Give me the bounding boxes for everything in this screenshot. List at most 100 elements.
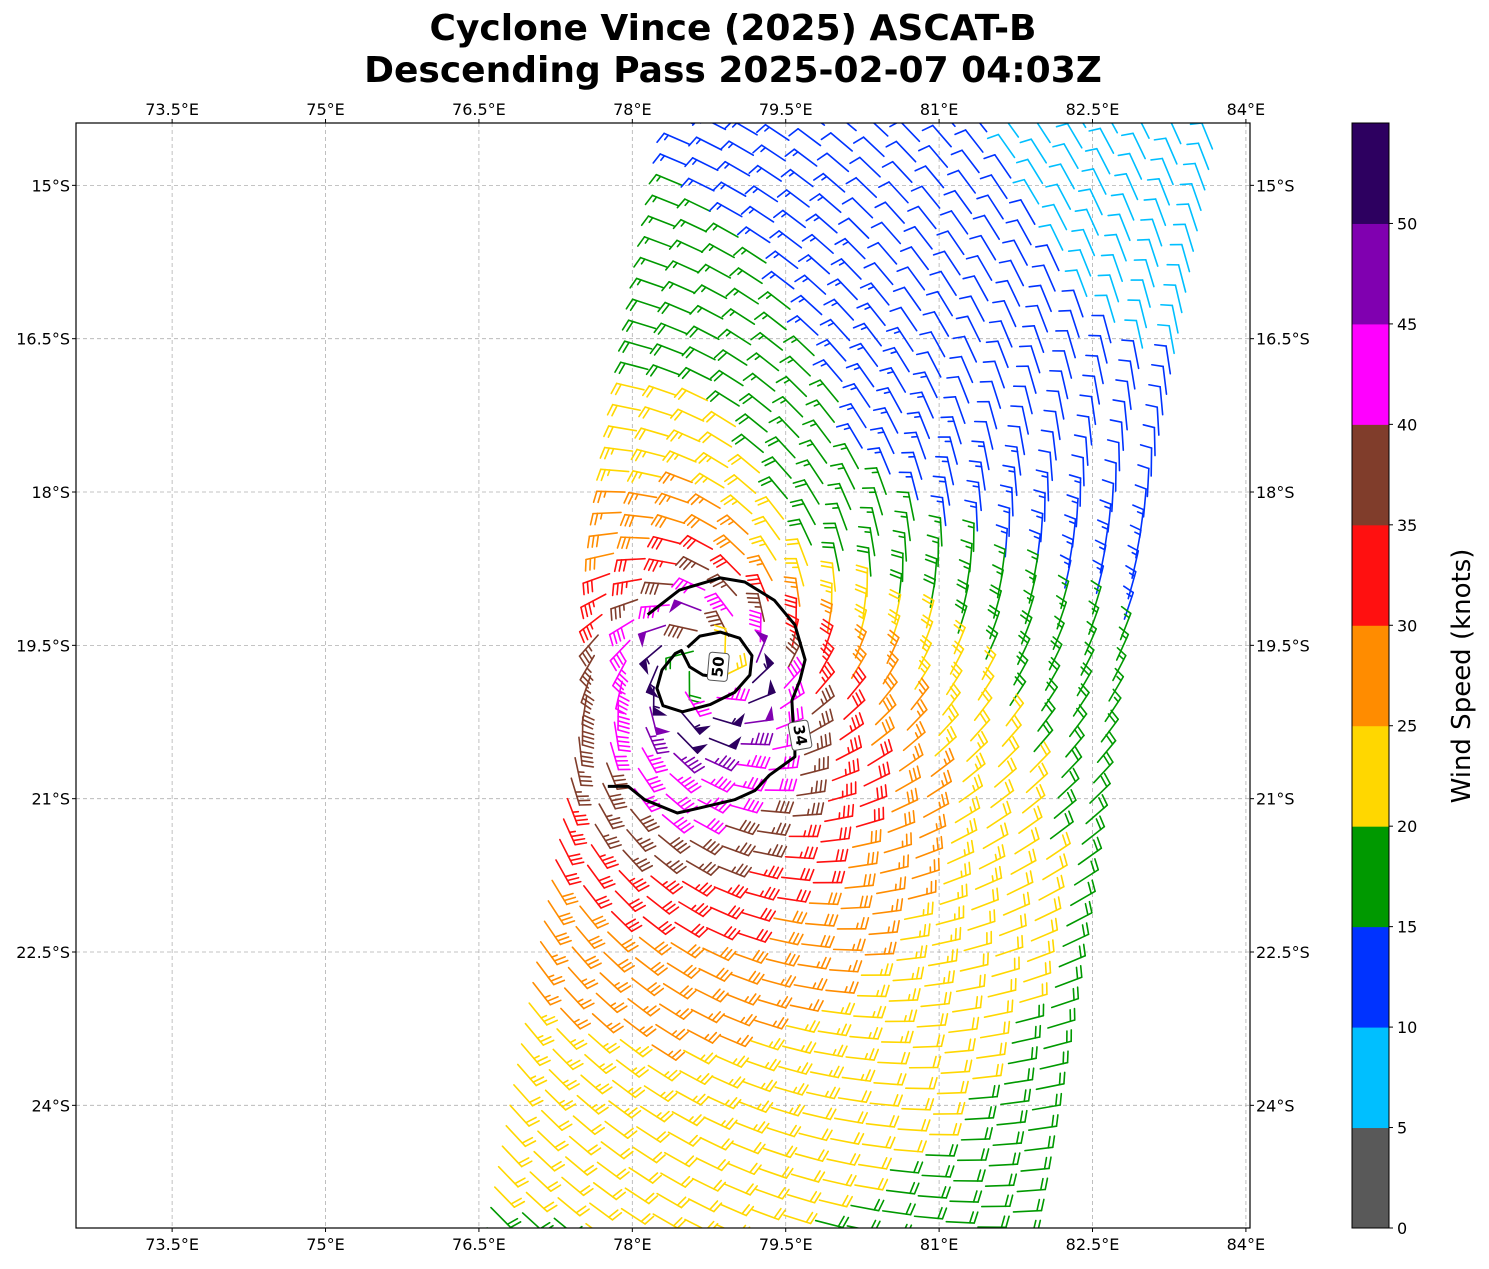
barb-full <box>742 1227 749 1236</box>
barb-full <box>1028 893 1030 904</box>
barb-full <box>1064 854 1067 865</box>
wind-barb <box>834 939 865 950</box>
barb-half <box>757 168 761 172</box>
barb-shaft <box>582 1244 605 1261</box>
wind-barb <box>853 830 881 847</box>
barb-full <box>960 296 971 298</box>
barb-full <box>925 575 935 580</box>
barb-full <box>601 904 612 908</box>
barb-half <box>760 891 763 896</box>
wind-barb <box>706 223 738 237</box>
wind-barb <box>1101 710 1118 741</box>
barb-full <box>650 583 654 594</box>
wind-barb <box>526 1192 556 1211</box>
barb-full <box>823 547 834 548</box>
barb-full <box>1047 391 1058 392</box>
barb-half <box>751 739 753 744</box>
barb-half <box>840 262 845 265</box>
wind-barb <box>817 340 846 361</box>
barb-full <box>951 727 956 737</box>
barb-full <box>940 816 942 827</box>
barb-full <box>613 657 619 667</box>
wind-barb <box>660 1004 692 1019</box>
wind-barb <box>988 135 1015 158</box>
wind-barb <box>846 1049 878 1060</box>
barb-full <box>826 688 831 698</box>
barb-full <box>906 1053 910 1064</box>
wind-barb <box>665 92 698 104</box>
barb-shaft <box>944 251 959 274</box>
barb-full <box>868 243 878 248</box>
barb-shaft <box>812 1241 839 1248</box>
barb-half <box>1034 537 1039 539</box>
barb-full <box>801 869 805 880</box>
barb-shaft <box>1133 133 1145 158</box>
barb-half <box>552 955 557 957</box>
wind-barb <box>522 1044 551 1065</box>
barb-full <box>646 583 650 594</box>
barb-full <box>1034 490 1045 493</box>
wind-barb <box>542 1111 572 1130</box>
barb-half <box>855 367 860 369</box>
wind-barb <box>841 896 871 908</box>
wind-barb <box>978 1216 1009 1227</box>
barb-shaft <box>856 178 876 197</box>
wind-barb <box>915 1208 947 1219</box>
wind-barb <box>875 1245 907 1256</box>
wind-barb <box>901 924 930 940</box>
barb-full <box>907 1225 912 1235</box>
wind-barb <box>975 689 992 720</box>
barb-shaft <box>871 96 892 115</box>
wind-barb <box>918 1187 950 1198</box>
wind-barb <box>858 117 888 136</box>
barb-half <box>967 829 968 835</box>
wind-barb <box>861 508 879 536</box>
barb-half <box>837 1029 839 1034</box>
barb-half <box>768 849 771 854</box>
wind-barb <box>1017 1178 1047 1191</box>
barb-half <box>949 716 952 721</box>
barb-full <box>1037 788 1042 798</box>
barb-full <box>1131 525 1141 530</box>
barb-full <box>1116 380 1127 382</box>
barb-full <box>500 1259 510 1264</box>
wind-barb <box>569 968 598 989</box>
barb-full <box>555 933 566 937</box>
wind-barb <box>890 121 919 141</box>
barb-half <box>705 1035 709 1039</box>
wind-barb <box>949 1018 978 1033</box>
barb-full <box>705 593 716 597</box>
barb-full <box>822 600 832 605</box>
barb-full <box>916 789 918 800</box>
barb-full <box>619 363 625 373</box>
wind-barb <box>1003 715 1021 746</box>
barb-half <box>703 478 707 482</box>
wind-barb <box>977 1043 1006 1058</box>
barb-full <box>974 819 976 830</box>
wind-barb <box>629 1168 661 1183</box>
barb-full <box>892 550 903 553</box>
barb-full <box>710 601 721 605</box>
barb-flag <box>671 600 681 610</box>
wind-barb <box>1001 1089 1030 1104</box>
wind-barb <box>753 145 785 160</box>
barb-shaft <box>1163 366 1166 394</box>
barb-full <box>567 878 578 881</box>
wind-barb <box>766 954 799 966</box>
barb-half <box>737 1038 741 1042</box>
wind-barb <box>704 1117 737 1129</box>
wind-barb <box>583 574 609 595</box>
barb-full <box>884 701 890 711</box>
barb-half <box>765 127 769 131</box>
barb-half <box>944 978 945 984</box>
barb-full <box>1024 1090 1026 1101</box>
wind-barb <box>850 344 877 367</box>
barb-full <box>838 1045 843 1055</box>
barb-half <box>877 991 879 996</box>
wind-barb <box>626 299 659 310</box>
wind-barb <box>894 287 921 310</box>
barb-shaft <box>1166 138 1177 164</box>
barb-shaft <box>885 202 904 223</box>
barb-full <box>582 724 592 729</box>
barb-full <box>938 1208 942 1219</box>
